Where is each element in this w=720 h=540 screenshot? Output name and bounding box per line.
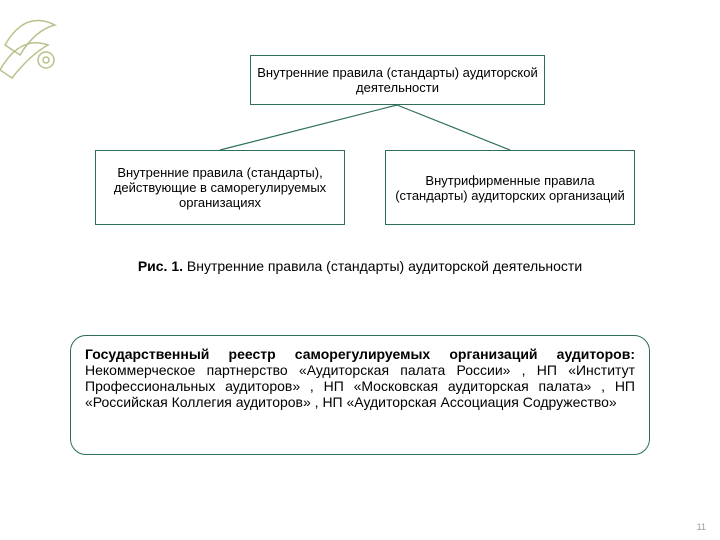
diagram-node-root-label: Внутренние правила (стандарты) аудиторск…: [251, 61, 544, 99]
registry-paragraph-lead: Государственный реестр саморегулируемых …: [85, 346, 635, 362]
diagram-node-right-label: Внутрифирменные правила (стандарты) ауди…: [386, 169, 634, 207]
diagram-node-right: Внутрифирменные правила (стандарты) ауди…: [385, 150, 635, 225]
corner-ornament: [0, 0, 90, 90]
diagram-node-root: Внутренние правила (стандарты) аудиторск…: [250, 55, 545, 105]
page-number: 11: [697, 522, 706, 532]
figure-caption-prefix: Рис. 1.: [138, 258, 183, 274]
figure-caption: Рис. 1. Внутренние правила (стандарты) а…: [120, 258, 600, 274]
diagram-node-left-label: Внутренние правила (стандарты), действую…: [96, 161, 344, 214]
registry-paragraph-body: Некоммерческое партнерство «Аудиторская …: [85, 362, 635, 410]
registry-paragraph: Государственный реестр саморегулируемых …: [70, 335, 650, 455]
diagram-node-left: Внутренние правила (стандарты), действую…: [95, 150, 345, 225]
figure-caption-text: Внутренние правила (стандарты) аудиторск…: [187, 258, 582, 274]
